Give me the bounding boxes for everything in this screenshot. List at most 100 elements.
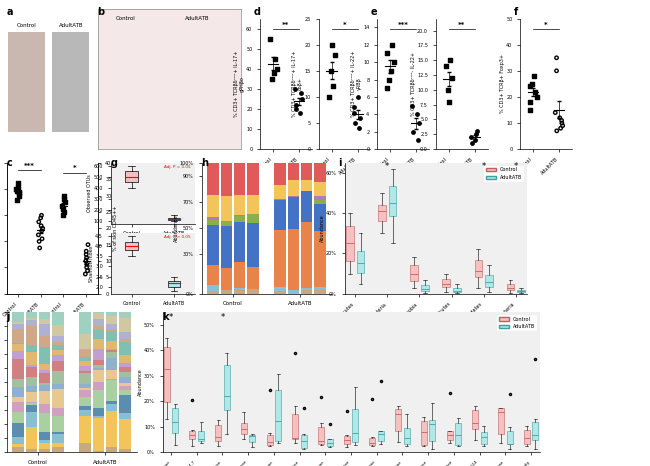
Point bbox=[271, 65, 281, 73]
Bar bbox=[248, 163, 259, 195]
Point bbox=[12, 196, 22, 203]
PathPatch shape bbox=[378, 431, 384, 441]
Point bbox=[554, 114, 565, 122]
PathPatch shape bbox=[198, 431, 204, 441]
Bar bbox=[53, 409, 64, 416]
Point bbox=[81, 247, 92, 255]
PathPatch shape bbox=[404, 428, 410, 444]
Text: Control: Control bbox=[17, 23, 36, 28]
Bar bbox=[92, 339, 104, 350]
Bar bbox=[119, 343, 131, 355]
Point bbox=[60, 199, 70, 206]
Bar bbox=[92, 408, 104, 416]
Point bbox=[355, 114, 365, 122]
Bar bbox=[207, 195, 219, 217]
Bar bbox=[92, 360, 104, 365]
Bar bbox=[248, 214, 259, 223]
Point bbox=[470, 137, 480, 144]
Y-axis label: Observed OTUs: Observed OTUs bbox=[87, 174, 92, 212]
Text: ***: *** bbox=[398, 22, 408, 27]
Point bbox=[552, 127, 562, 135]
PathPatch shape bbox=[369, 438, 376, 445]
Point bbox=[59, 195, 70, 203]
Bar bbox=[301, 180, 312, 191]
Bar bbox=[287, 196, 299, 197]
Point bbox=[296, 95, 307, 103]
Bar bbox=[79, 366, 90, 371]
Bar bbox=[119, 377, 131, 383]
Bar bbox=[287, 290, 299, 294]
Text: *: * bbox=[343, 22, 346, 27]
Bar bbox=[207, 285, 219, 291]
Point bbox=[407, 102, 417, 110]
Bar bbox=[53, 443, 64, 447]
PathPatch shape bbox=[421, 285, 428, 291]
Point bbox=[13, 183, 23, 190]
Point bbox=[441, 62, 451, 70]
Point bbox=[408, 128, 418, 136]
Point bbox=[268, 69, 279, 76]
Bar bbox=[221, 196, 232, 221]
PathPatch shape bbox=[326, 439, 333, 446]
Bar bbox=[119, 339, 131, 343]
Bar bbox=[26, 402, 37, 403]
Bar bbox=[79, 373, 90, 384]
Bar bbox=[39, 336, 51, 347]
Bar bbox=[92, 368, 104, 370]
Bar bbox=[26, 391, 37, 402]
Bar bbox=[53, 384, 64, 389]
Bar bbox=[12, 423, 24, 437]
Point bbox=[385, 67, 396, 75]
Bar bbox=[12, 403, 24, 412]
PathPatch shape bbox=[481, 432, 487, 444]
PathPatch shape bbox=[168, 281, 180, 287]
Point bbox=[525, 106, 536, 114]
PathPatch shape bbox=[250, 435, 255, 442]
Point bbox=[81, 251, 92, 258]
Bar bbox=[12, 329, 24, 343]
Point bbox=[37, 235, 47, 242]
Bar bbox=[106, 350, 117, 352]
Text: AdultATB: AdultATB bbox=[185, 16, 210, 21]
Bar bbox=[12, 444, 24, 447]
Bar bbox=[53, 350, 64, 355]
Bar bbox=[274, 185, 285, 199]
Bar bbox=[314, 182, 326, 197]
PathPatch shape bbox=[421, 421, 427, 445]
Bar bbox=[26, 352, 37, 365]
Y-axis label: Abundance: Abundance bbox=[320, 214, 324, 242]
Text: *: * bbox=[169, 313, 173, 322]
Point bbox=[551, 67, 562, 75]
Point bbox=[558, 122, 568, 130]
Point bbox=[413, 119, 424, 127]
Bar bbox=[119, 355, 131, 363]
Bar bbox=[106, 411, 117, 447]
Point bbox=[12, 179, 23, 186]
Point bbox=[556, 119, 567, 127]
Bar bbox=[79, 388, 90, 390]
Point bbox=[551, 54, 562, 62]
Bar bbox=[12, 447, 24, 452]
Point bbox=[324, 93, 334, 101]
Bar bbox=[92, 330, 104, 339]
Point bbox=[36, 214, 46, 222]
PathPatch shape bbox=[455, 423, 461, 445]
Bar bbox=[79, 410, 90, 416]
Text: e: e bbox=[370, 7, 377, 17]
Point bbox=[291, 101, 301, 109]
Point bbox=[555, 124, 566, 132]
Point bbox=[447, 74, 457, 82]
Bar bbox=[39, 432, 51, 440]
Point bbox=[382, 84, 393, 92]
Point bbox=[83, 241, 93, 248]
Point bbox=[530, 88, 540, 96]
PathPatch shape bbox=[524, 430, 530, 444]
Bar bbox=[207, 163, 219, 195]
Point bbox=[467, 139, 477, 147]
Text: f: f bbox=[514, 7, 518, 17]
Point bbox=[34, 218, 44, 226]
Bar bbox=[79, 357, 90, 361]
PathPatch shape bbox=[215, 425, 221, 441]
Bar bbox=[79, 390, 90, 397]
Text: c: c bbox=[6, 158, 12, 168]
